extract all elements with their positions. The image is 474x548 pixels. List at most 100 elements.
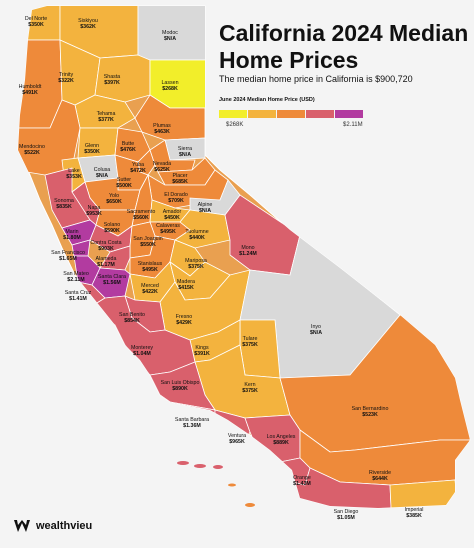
county-name: Tehama [97, 111, 116, 117]
county-value: $450K [164, 215, 180, 221]
county-label-sierra: Sierra $N/A [178, 146, 192, 158]
county-name: Humboldt [19, 84, 42, 90]
county-value: $377K [98, 117, 114, 123]
county-label-solano: Solano $590K [104, 222, 121, 234]
county-name: Calaveras [156, 223, 180, 229]
county-label-san-bernardino: San Bernardino $523K [352, 406, 389, 418]
county-label-shasta: Shasta $397K [104, 74, 121, 86]
county-label-napa: Napa $953K [86, 205, 102, 217]
county-label-contra-costa: Contra Costa $903K [90, 240, 121, 252]
county-name: Tulare [243, 336, 258, 342]
legend-swatch-1 [219, 110, 247, 118]
county-name: Inyo [311, 324, 321, 330]
county-value: $385K [406, 513, 422, 519]
county-value: $560K [133, 215, 149, 221]
county-label-merced: Merced $422K [141, 283, 159, 295]
county-label-trinity: Trinity $322K [58, 72, 74, 84]
county-value: $N/A [179, 152, 191, 158]
county-value: $362K [80, 24, 96, 30]
county-value: $1.24M [239, 251, 257, 257]
county-name: Trinity [59, 72, 74, 78]
county-value: $650K [106, 199, 122, 205]
county-name: Solano [104, 222, 121, 228]
county-label-sacramento: Sacramento $560K [127, 209, 156, 221]
county-value: $397K [104, 80, 120, 86]
county-label-glenn: Glenn $350K [84, 143, 100, 155]
county-label-san-diego: San Diego $1.05M [334, 509, 359, 521]
legend-swatch-3 [277, 110, 305, 118]
county-label-tuolumne: Tuolumne $440K [185, 229, 208, 241]
county-name: Sacramento [127, 209, 156, 215]
county-value: $890K [172, 386, 188, 392]
county-name: Placer [172, 173, 187, 179]
county-label-tehama: Tehama $377K [97, 111, 116, 123]
county-label-marin: Marin $1.80M [63, 229, 81, 241]
county-name: Yolo [109, 193, 119, 199]
county-label-mendocino: Mendocino $522K [19, 144, 45, 156]
county-label-sonoma: Sonoma $835K [54, 198, 74, 210]
county-name: Napa [88, 205, 101, 211]
county-name: Mendocino [19, 144, 45, 150]
county-name: Madera [177, 279, 195, 285]
county-value: $350K [28, 22, 44, 28]
brand-name: wealthvieu [36, 520, 93, 532]
county-value: $1.17M [97, 262, 115, 268]
county-name: Shasta [104, 74, 121, 80]
county-value: $953K [86, 211, 102, 217]
legend-color-scale [219, 110, 363, 118]
legend-swatch-2 [248, 110, 276, 118]
county-value: $350K [84, 149, 100, 155]
county-value: $2.11M [67, 277, 85, 283]
county-name: San Luis Obispo [161, 380, 200, 386]
county-name: Ventura [228, 433, 246, 439]
county-value: $965K [229, 439, 245, 445]
county-tulare [239, 319, 281, 379]
county-name: San Benito [119, 312, 145, 318]
county-value: $268K [162, 86, 178, 92]
county-label-monterey: Monterey $1.04M [131, 345, 153, 357]
county-label-santa-clara: Santa Clara $1.56M [98, 274, 126, 286]
county-label-lake: Lake $353K [66, 168, 82, 180]
county-label-alpine: Alpine $N/A [198, 202, 213, 214]
county-name: Orange [293, 475, 311, 481]
county-name: Del Norte [25, 16, 47, 22]
county-label-ventura: Ventura $965K [228, 433, 246, 445]
subtitle: The median home price in California is $… [219, 74, 413, 84]
county-label-siskiyou: Siskiyou $362K [78, 18, 98, 30]
legend-swatch-4 [306, 110, 334, 118]
county-label-yolo: Yolo $650K [106, 193, 122, 205]
county-name: Fresno [176, 314, 193, 320]
county-name: Santa Clara [98, 274, 126, 280]
county-value: $422K [142, 289, 158, 295]
county-label-mariposa: Mariposa $375K [185, 258, 207, 270]
legend-title: June 2024 Median Home Price (USD) [219, 97, 315, 103]
county-label-stanislaus: Stanislaus $495K [138, 261, 163, 273]
county-label-san-mateo: San Mateo $2.11M [63, 271, 89, 283]
county-alameda [99, 245, 131, 271]
county-name: Siskiyou [78, 18, 98, 24]
county-value: $1.41M [69, 296, 87, 302]
county-label-santa-barbara: Santa Barbara $1.36M [175, 417, 209, 429]
county-name: Glenn [85, 143, 99, 149]
county-value: $495K [160, 229, 176, 235]
county-label-mono: Mono $1.24M [239, 245, 257, 257]
county-name: Modoc [162, 30, 178, 36]
county-name: Alameda [96, 256, 117, 262]
county-label-kern: Kern $375K [242, 382, 258, 394]
county-nevada [149, 139, 196, 173]
brand: wealthvieu [14, 520, 92, 532]
county-label-amador: Amador $450K [163, 209, 182, 221]
county-name: Plumas [153, 123, 171, 129]
county-name: San Francisco [51, 250, 85, 256]
county-plumas [134, 94, 206, 141]
county-value: $N/A [310, 330, 322, 336]
county-name: Santa Barbara [175, 417, 209, 423]
county-name: Sierra [178, 146, 192, 152]
county-name: Monterey [131, 345, 153, 351]
county-name: Nevada [153, 161, 171, 167]
county-value: $472K [130, 168, 146, 174]
county-name: Lassen [161, 80, 178, 86]
county-label-colusa: Colusa $N/A [94, 167, 111, 179]
county-value: $375K [242, 388, 258, 394]
